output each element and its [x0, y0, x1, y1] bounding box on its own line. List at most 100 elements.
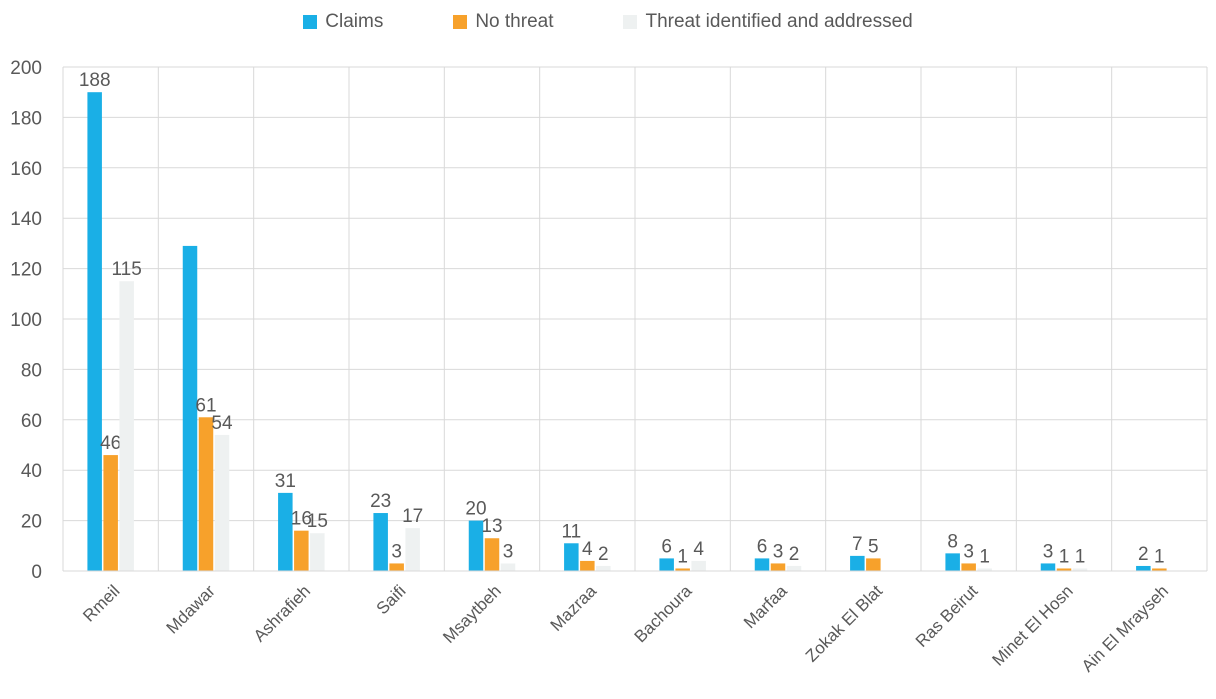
bar [786, 565, 802, 571]
legend-label-threat-addressed: Threat identified and addressed [645, 11, 913, 32]
y-tick-label: 20 [21, 512, 42, 533]
x-tick-label: Marfaa [740, 581, 791, 632]
data-label: 5 [868, 536, 879, 557]
bar [675, 568, 690, 571]
bar [866, 558, 881, 571]
legend-item-claims: Claims [303, 11, 383, 33]
y-tick-label: 80 [21, 360, 42, 381]
data-label: 13 [481, 516, 502, 537]
data-label: 188 [79, 70, 111, 91]
data-label: 17 [402, 506, 423, 527]
y-tick-label: 40 [21, 461, 42, 482]
bar [87, 92, 102, 571]
data-label: 6 [661, 536, 672, 557]
bar [214, 434, 230, 571]
bar [977, 568, 992, 571]
data-label: 1 [1154, 546, 1165, 567]
y-tick-label: 100 [10, 310, 42, 331]
bar [294, 530, 309, 571]
legend-label-claims: Claims [325, 11, 384, 32]
data-label: 61 [195, 395, 216, 416]
bar [468, 520, 484, 571]
data-label: 2 [1138, 544, 1149, 565]
bar [961, 563, 976, 571]
x-tick-label: Saifi [373, 581, 410, 618]
y-tick-label: 160 [10, 159, 42, 180]
legend-swatch-threat-addressed [623, 15, 638, 29]
x-tick-label: Bachoura [631, 581, 696, 646]
y-tick-label: 60 [21, 411, 42, 432]
bar [198, 417, 214, 571]
bar [1072, 568, 1088, 571]
x-tick-label: Mdawar [163, 581, 219, 637]
y-tick-label: 200 [10, 58, 42, 79]
bar [389, 563, 404, 571]
data-label: 3 [963, 541, 974, 562]
data-label: 8 [947, 531, 958, 552]
bar [103, 455, 118, 571]
legend-swatch-no-threat [453, 15, 468, 29]
x-tick-label: Ashrafieh [250, 581, 314, 645]
bar [405, 528, 420, 571]
legend-item-no-threat: No threat [453, 11, 553, 33]
data-label: 46 [100, 433, 121, 454]
data-label: 11 [561, 521, 581, 542]
bar [691, 560, 706, 571]
bar [754, 558, 770, 571]
bar [278, 492, 293, 571]
y-tick-label: 120 [10, 260, 42, 281]
x-tick-label: Msaytbeh [439, 581, 505, 647]
chart-legend: Claims No threat Threat identified and a… [0, 10, 1216, 34]
bar [373, 513, 388, 571]
bar [1152, 568, 1167, 571]
data-label: 115 [112, 259, 142, 280]
bar [500, 563, 516, 571]
y-tick-label: 180 [10, 108, 42, 129]
data-label: 15 [307, 511, 328, 532]
bar [564, 543, 579, 571]
data-label: 31 [275, 471, 296, 492]
data-label: 7 [852, 534, 863, 555]
bar [119, 281, 134, 571]
data-label: 1 [677, 546, 688, 567]
bar [1136, 565, 1151, 571]
data-label: 4 [693, 539, 704, 560]
x-tick-label: Rmeil [79, 581, 123, 625]
data-label: 3 [391, 541, 402, 562]
data-label: 1 [1075, 546, 1086, 567]
x-tick-label: Ain El Mrayseh [1078, 581, 1172, 675]
data-label: 4 [582, 539, 593, 560]
bar [484, 538, 500, 571]
data-label: 54 [211, 413, 233, 434]
x-tick-label: Ras Beirut [912, 581, 982, 651]
bar [659, 558, 674, 571]
x-tick-label: Mazraa [547, 581, 601, 635]
legend-label-no-threat: No threat [475, 11, 554, 32]
bar [310, 533, 325, 571]
y-tick-label: 0 [31, 562, 42, 583]
bar [580, 560, 595, 571]
data-label: 2 [789, 544, 800, 565]
y-tick-label: 140 [10, 209, 42, 230]
bar [1056, 568, 1072, 571]
legend-item-threat-addressed: Threat identified and addressed [623, 11, 913, 33]
data-label: 6 [757, 536, 768, 557]
data-label: 20 [465, 499, 486, 520]
data-label: 16 [291, 509, 312, 530]
data-label: 3 [503, 541, 514, 562]
bar [770, 563, 786, 571]
bar [1040, 563, 1056, 571]
legend-swatch-claims [303, 15, 318, 29]
data-label: 1 [979, 546, 990, 567]
data-label: 2 [598, 544, 609, 565]
data-label: 3 [1043, 541, 1054, 562]
bar [182, 245, 198, 572]
bar [945, 553, 960, 571]
x-tick-label: Zokak El Blat [802, 581, 886, 665]
x-tick-label: Minet El Hosn [989, 581, 1077, 669]
data-label: 3 [773, 541, 784, 562]
data-label: 23 [370, 491, 391, 512]
bar [596, 565, 611, 571]
bar [850, 555, 865, 571]
